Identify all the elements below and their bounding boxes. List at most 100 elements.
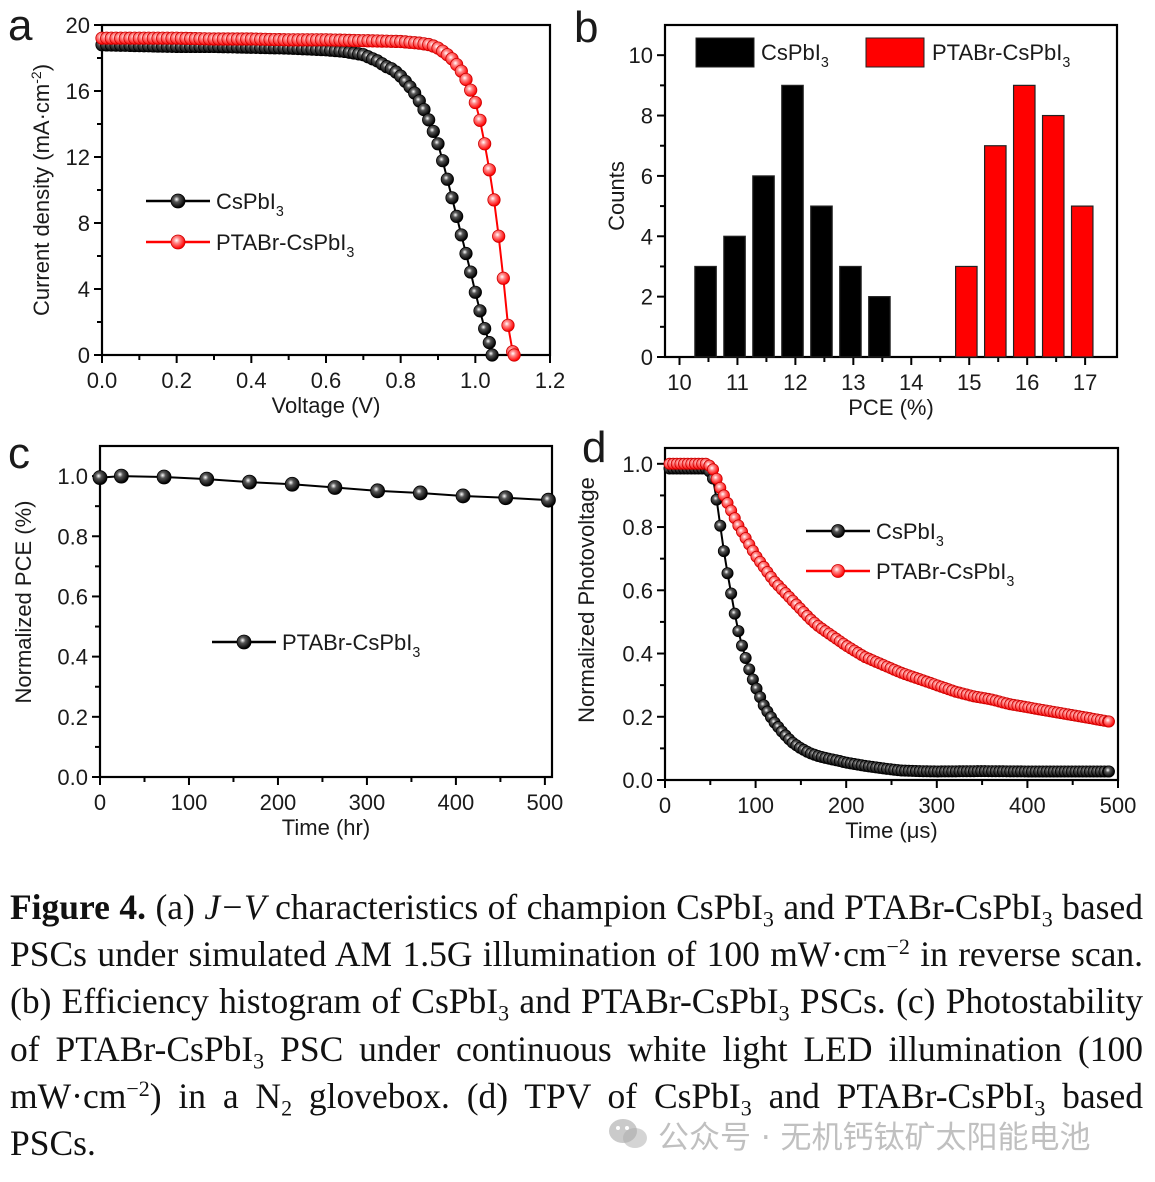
- histogram-bar: [1070, 205, 1094, 358]
- data-point: [478, 137, 492, 151]
- histogram-bar: [868, 296, 891, 358]
- caption-segment: 3: [498, 1001, 510, 1027]
- caption-segment: in reverse scan. (b) Efficiency histogra…: [10, 934, 1144, 1022]
- data-point: [468, 95, 482, 110]
- data-point: [242, 474, 257, 490]
- caption-segment: characteristics of champion CsPbI: [265, 887, 763, 927]
- histogram-bar: [839, 265, 862, 358]
- series-ptabr-cspbi3: [95, 31, 521, 362]
- data-point: [1102, 715, 1115, 728]
- x-tick-label: 300: [918, 793, 955, 818]
- data-point: [412, 485, 428, 501]
- y-tick-label: 20: [66, 13, 90, 38]
- y-tick-label: 0.8: [57, 524, 88, 549]
- x-axis-label: Time (hr): [282, 815, 370, 840]
- y-tick-label: 0.6: [622, 578, 653, 603]
- data-point: [440, 172, 454, 186]
- x-tick-label: 100: [171, 790, 208, 815]
- data-point: [370, 483, 386, 499]
- data-point: [1102, 765, 1115, 778]
- y-tick-label: 8: [78, 211, 90, 236]
- data-point: [284, 476, 300, 492]
- y-tick-label: 0.6: [57, 584, 88, 609]
- caption-segment: PSC under continuous white light LED ill…: [10, 1028, 1143, 1116]
- legend-swatch: [695, 37, 755, 68]
- caption-segment: based PSCs.: [10, 1075, 1143, 1164]
- data-point: [743, 663, 756, 676]
- x-tick-label: 300: [349, 790, 386, 815]
- data-point: [473, 113, 487, 127]
- caption-body: (a) J−V characteristics of champion CsPb…: [10, 887, 1143, 1163]
- data-point: [717, 545, 730, 558]
- data-point: [199, 471, 215, 487]
- data-point: [455, 488, 471, 504]
- panel-label: d: [582, 423, 606, 472]
- data-point: [422, 113, 436, 127]
- y-tick-label: 16: [66, 79, 90, 104]
- data-point: [541, 492, 556, 508]
- y-tick-label: 0.2: [57, 705, 88, 730]
- data-point: [485, 348, 499, 362]
- y-axis-label: Current density (mA·cm-2): [28, 64, 54, 316]
- data-point: [436, 154, 450, 168]
- y-tick-label: 1.0: [57, 464, 88, 489]
- histogram-bar: [955, 265, 978, 358]
- data-point: [426, 124, 440, 139]
- x-axis-label: PCE (%): [848, 395, 934, 420]
- data-point: [327, 480, 343, 495]
- x-tick-label: 10: [667, 370, 691, 395]
- x-tick-label: 0.6: [311, 368, 342, 393]
- series-ptabr-cspbi3: [955, 84, 1094, 358]
- x-tick-label: 15: [957, 370, 981, 395]
- caption-segment: 3: [1041, 906, 1053, 932]
- data-point: [501, 318, 515, 332]
- data-point: [492, 229, 506, 243]
- data-point: [450, 209, 464, 223]
- legend-marker: [170, 234, 186, 250]
- data-point: [445, 191, 459, 205]
- caption-segment: (a): [146, 887, 205, 927]
- x-tick-label: 400: [1009, 793, 1046, 818]
- x-tick-label: 0.2: [161, 368, 192, 393]
- legend-label: CsPbI3: [876, 519, 944, 550]
- data-point: [431, 137, 445, 151]
- figure-label: Figure 4.: [10, 887, 146, 927]
- panel-label: c: [8, 429, 30, 478]
- data-point: [464, 265, 478, 279]
- y-tick-label: 8: [641, 104, 653, 129]
- x-tick-label: 12: [783, 370, 807, 395]
- caption-segment: based PSCs under simulated AM 1.5G illum…: [10, 887, 1143, 975]
- y-tick-label: 4: [78, 277, 90, 302]
- legend-label: PTABr-CsPbI3: [876, 559, 1014, 590]
- x-tick-label: 1.2: [535, 368, 566, 393]
- x-tick-label: 400: [438, 790, 475, 815]
- data-point: [482, 336, 496, 350]
- panel-c-photostability: 0 100 200 300 400 500 0.0 0.2 0.4 0.6 0.8 1.0 Time (…: [8, 429, 563, 840]
- data-point: [721, 567, 734, 580]
- legend-swatch: [865, 37, 925, 68]
- data-point: [739, 651, 752, 664]
- x-tick-label: 100: [737, 793, 774, 818]
- histogram-bar: [1041, 114, 1065, 358]
- x-tick-label: 0.4: [236, 368, 267, 393]
- legend-marker: [170, 193, 186, 209]
- x-tick-label: 16: [1015, 370, 1039, 395]
- x-tick-label: 17: [1073, 370, 1097, 395]
- caption-segment: 3: [740, 1095, 752, 1121]
- figure-4: 0.0 0.2 0.4 0.6 0.8 1.0 1.2 0 4 8 12 16 20 Voltage (V…: [8, 1, 1136, 843]
- legend-label: PTABr-CsPbI3: [932, 40, 1070, 71]
- data-point: [464, 83, 478, 97]
- histogram-bar: [810, 205, 833, 358]
- y-tick-label: 0: [641, 345, 653, 370]
- x-tick-label: 500: [527, 790, 564, 815]
- y-tick-label: 0.4: [57, 645, 88, 670]
- x-tick-label: 0.0: [87, 368, 118, 393]
- data-point: [736, 639, 749, 652]
- x-axis-label: Voltage (V): [272, 393, 381, 418]
- data-point: [473, 304, 487, 318]
- legend-marker: [831, 564, 845, 578]
- data-point: [482, 163, 496, 177]
- data-point: [732, 625, 745, 638]
- caption-segment: 3: [778, 1001, 790, 1027]
- y-tick-label: 0: [78, 343, 90, 368]
